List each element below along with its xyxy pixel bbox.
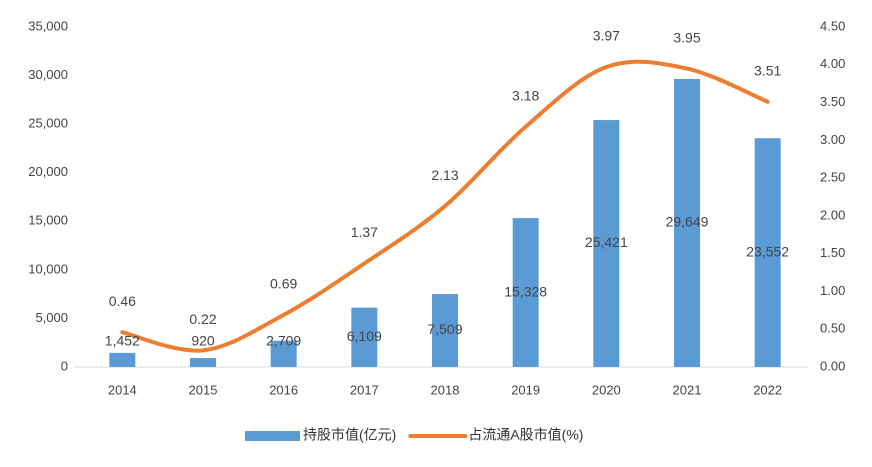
bar-value-label: 23,552 xyxy=(746,243,789,259)
y-tick-label: 20,000 xyxy=(28,164,68,179)
y-tick-label: 5,000 xyxy=(35,310,68,325)
bar-value-label: 1,452 xyxy=(105,333,140,349)
x-tick-label: 2022 xyxy=(753,382,782,397)
y2-tick-label: 0.00 xyxy=(820,358,845,373)
x-tick-label: 2021 xyxy=(673,382,702,397)
legend-label: 持股市值(亿元) xyxy=(303,427,396,443)
bar xyxy=(512,218,539,367)
bar-value-label: 920 xyxy=(191,333,215,349)
y-tick-label: 25,000 xyxy=(28,116,68,131)
bar xyxy=(351,307,378,367)
y-tick-label: 30,000 xyxy=(28,67,68,82)
bar xyxy=(190,358,216,367)
legend-label: 占流通A股市值(%) xyxy=(468,427,583,443)
x-tick-label: 2019 xyxy=(511,382,540,397)
y2-tick-label: 3.50 xyxy=(820,94,845,109)
y-tick-label: 10,000 xyxy=(28,261,68,276)
bar xyxy=(270,340,297,367)
bar-value-label: 15,328 xyxy=(504,283,547,299)
bar-value-label: 25,421 xyxy=(585,234,628,250)
line xyxy=(120,59,770,353)
bar-value-label: 2,709 xyxy=(266,333,301,349)
y2-tick-label: 3.00 xyxy=(820,132,845,147)
line-value-label: 3.18 xyxy=(512,87,539,103)
bar xyxy=(432,294,458,367)
y-tick-label: 35,000 xyxy=(28,18,68,33)
y2-tick-label: 0.50 xyxy=(820,321,845,336)
line-value-label: 0.22 xyxy=(189,311,216,327)
legend-swatch xyxy=(245,431,300,441)
x-tick-label: 2020 xyxy=(592,382,621,397)
bar-value-label: 29,649 xyxy=(666,214,709,230)
bar xyxy=(754,138,781,367)
y2-tick-label: 2.00 xyxy=(820,207,845,222)
y2-tick-label: 4.00 xyxy=(820,56,845,71)
y2-tick-label: 1.50 xyxy=(820,245,845,260)
line-value-label: 3.51 xyxy=(754,63,781,79)
bar xyxy=(593,120,620,367)
line-value-label: 1.37 xyxy=(351,224,378,240)
y-tick-label: 0 xyxy=(61,358,68,373)
bar-value-label: 7,509 xyxy=(427,321,462,337)
line-value-label: 2.13 xyxy=(431,167,458,183)
bar xyxy=(109,352,136,367)
y2-tick-label: 4.50 xyxy=(820,18,845,33)
x-tick-label: 2017 xyxy=(350,382,379,397)
y2-tick-label: 1.00 xyxy=(820,283,845,298)
y-tick-label: 15,000 xyxy=(28,213,68,228)
line-value-label: 3.95 xyxy=(673,29,700,45)
line-value-label: 0.69 xyxy=(270,276,297,292)
x-tick-label: 2018 xyxy=(431,382,460,397)
bar xyxy=(674,78,700,367)
line-value-label: 0.46 xyxy=(109,293,136,309)
y2-tick-label: 2.50 xyxy=(820,170,845,185)
x-tick-label: 2014 xyxy=(108,382,137,397)
x-tick-label: 2016 xyxy=(269,382,298,397)
line-value-label: 3.97 xyxy=(593,28,620,44)
x-tick-label: 2015 xyxy=(189,382,218,397)
bar-value-label: 6,109 xyxy=(347,328,382,344)
